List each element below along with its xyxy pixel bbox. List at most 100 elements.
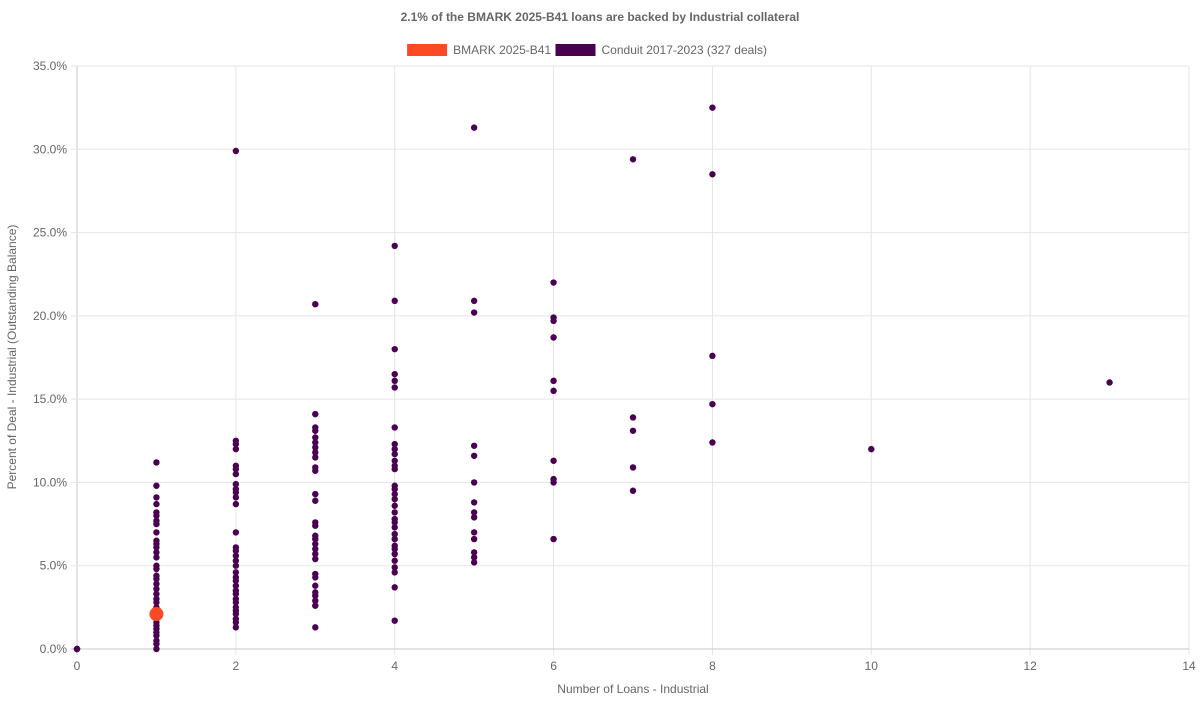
conduit-deal-point <box>550 475 557 483</box>
conduit-deal-point <box>232 552 240 559</box>
legend: BMARK 2025-B41 Conduit 2017-2023 (327 dea… <box>407 43 767 57</box>
conduit-deal-point <box>153 482 160 489</box>
conduit-deal-point <box>470 535 478 543</box>
conduit-deal-point <box>232 624 240 631</box>
conduit-deal-point <box>232 147 240 155</box>
conduit-deal-point <box>312 582 319 589</box>
conduit-deal-point <box>232 485 240 493</box>
conduit-deal-point <box>550 457 557 464</box>
conduit-deal-point <box>391 502 398 509</box>
x-tick-label: 0 <box>74 659 81 673</box>
y-tick-label: 15.0% <box>33 392 67 406</box>
conduit-deal-point <box>470 514 478 521</box>
conduit-deal-point <box>868 445 875 453</box>
conduit-deal-point <box>153 494 160 501</box>
conduit-deal-point <box>391 569 398 576</box>
conduit-deal-point <box>709 400 716 408</box>
conduit-deal-point <box>629 156 637 163</box>
conduit-deal-point <box>391 242 398 250</box>
data-points <box>73 104 1113 653</box>
conduit-deal-point <box>153 529 160 536</box>
conduit-deal-point <box>312 602 319 609</box>
conduit-deal-point <box>153 585 160 593</box>
y-tick-label: 0.0% <box>40 642 68 656</box>
conduit-deal-point <box>391 450 398 458</box>
conduit-deal-point <box>391 542 398 549</box>
legend-label: Conduit 2017-2023 (327 deals) <box>602 43 767 57</box>
y-axis-label: Percent of Deal - Industrial (Outstandin… <box>5 225 19 490</box>
conduit-deal-point <box>312 490 319 498</box>
conduit-deal-point <box>153 509 160 516</box>
conduit-deal-point <box>232 582 240 589</box>
conduit-deal-point <box>470 452 478 459</box>
y-tick-label: 25.0% <box>33 226 67 240</box>
conduit-deal-point <box>232 615 240 623</box>
conduit-deal-point <box>391 424 398 431</box>
conduit-deal-point <box>470 559 478 566</box>
conduit-deal-point <box>470 479 478 486</box>
x-tick-label: 2 <box>233 659 240 673</box>
conduit-deal-point <box>153 590 160 598</box>
conduit-deal-point <box>470 554 478 561</box>
conduit-deal-point <box>312 449 319 456</box>
conduit-deal-point <box>391 482 398 489</box>
conduit-deal-point <box>153 580 160 588</box>
x-axis-ticks: 0 2 4 6 8 10 12 14 <box>74 659 1196 673</box>
conduit-deal-point <box>391 445 398 453</box>
conduit-deal-point <box>312 439 319 446</box>
conduit-deal-point <box>391 297 398 305</box>
conduit-deal-point <box>391 370 398 378</box>
conduit-deal-point <box>153 637 160 644</box>
conduit-deal-point <box>391 457 398 464</box>
conduit-deal-point <box>232 595 240 603</box>
conduit-deal-point <box>232 437 240 444</box>
conduit-deal-point <box>232 529 240 536</box>
conduit-deal-point <box>312 550 319 558</box>
conduit-deal-point <box>153 549 160 556</box>
conduit-deal-point <box>232 562 240 569</box>
chart-title: 2.1% of the BMARK 2025-B41 loans are bac… <box>401 10 800 24</box>
conduit-deal-point <box>312 497 319 504</box>
conduit-deal-point <box>312 300 319 308</box>
conduit-deal-point <box>232 500 240 508</box>
conduit-deal-point <box>391 495 398 503</box>
conduit-deal-point <box>391 515 398 523</box>
conduit-deal-point <box>550 387 557 395</box>
conduit-deal-point <box>470 309 478 316</box>
conduit-deal-point <box>391 530 398 538</box>
conduit-deal-point <box>232 462 240 469</box>
conduit-deal-point <box>232 544 240 551</box>
conduit-deal-point <box>391 617 398 624</box>
conduit-deal-point <box>312 454 319 461</box>
conduit-deal-point <box>470 529 478 536</box>
conduit-deal-point <box>391 345 398 353</box>
conduit-deal-point <box>232 494 240 501</box>
conduit-deal-point <box>391 384 398 391</box>
conduit-deal-point <box>312 545 319 553</box>
conduit-deal-point <box>312 424 319 431</box>
conduit-deal-point <box>312 555 319 563</box>
conduit-deal-point <box>153 572 160 579</box>
conduit-deal-point <box>470 442 478 449</box>
conduit-deal-point <box>153 595 160 603</box>
conduit-deal-point <box>629 414 637 421</box>
conduit-deal-point <box>470 297 478 305</box>
y-tick-label: 30.0% <box>33 142 67 156</box>
conduit-deal-point <box>391 535 398 543</box>
conduit-deal-point <box>153 645 160 653</box>
conduit-deal-point <box>153 459 160 466</box>
conduit-deal-point <box>312 589 319 596</box>
x-tick-label: 10 <box>865 659 879 673</box>
conduit-deal-point <box>470 549 478 556</box>
y-axis-ticks: 0.0% 5.0% 10.0% 15.0% 20.0% 25.0% 30.0% 35.0% <box>33 59 67 656</box>
x-tick-label: 14 <box>1182 659 1196 673</box>
conduit-deal-point <box>153 537 160 544</box>
conduit-deal-point <box>312 540 319 548</box>
conduit-deal-point <box>312 532 319 539</box>
conduit-deal-point <box>73 645 81 653</box>
conduit-deal-point <box>550 334 557 341</box>
conduit-deal-point <box>312 597 319 604</box>
x-tick-label: 8 <box>709 659 716 673</box>
conduit-deal-point <box>312 464 319 471</box>
